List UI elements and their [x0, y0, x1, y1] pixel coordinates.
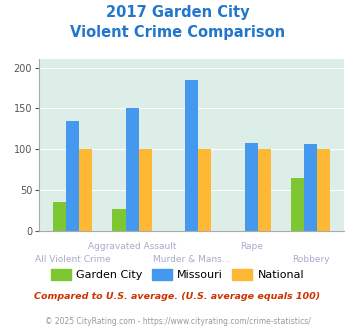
Bar	[304, 145, 317, 231]
Bar	[66, 121, 79, 231]
Bar	[198, 149, 211, 231]
Bar	[185, 80, 198, 231]
Bar	[291, 178, 304, 231]
Bar	[113, 209, 126, 231]
Text: Rape: Rape	[240, 242, 263, 251]
Text: 2017 Garden City: 2017 Garden City	[106, 5, 249, 20]
Bar	[79, 149, 92, 231]
Text: © 2025 CityRating.com - https://www.cityrating.com/crime-statistics/: © 2025 CityRating.com - https://www.city…	[45, 317, 310, 326]
Bar	[245, 143, 258, 231]
Text: Robbery: Robbery	[292, 255, 330, 264]
Text: Aggravated Assault: Aggravated Assault	[88, 242, 176, 251]
Bar	[258, 149, 271, 231]
Legend: Garden City, Missouri, National: Garden City, Missouri, National	[47, 265, 308, 284]
Text: Murder & Mans...: Murder & Mans...	[153, 255, 230, 264]
Bar	[53, 202, 66, 231]
Bar	[317, 149, 331, 231]
Text: All Violent Crime: All Violent Crime	[35, 255, 110, 264]
Text: Violent Crime Comparison: Violent Crime Comparison	[70, 25, 285, 40]
Bar	[126, 109, 139, 231]
Bar	[139, 149, 152, 231]
Text: Compared to U.S. average. (U.S. average equals 100): Compared to U.S. average. (U.S. average …	[34, 292, 321, 301]
